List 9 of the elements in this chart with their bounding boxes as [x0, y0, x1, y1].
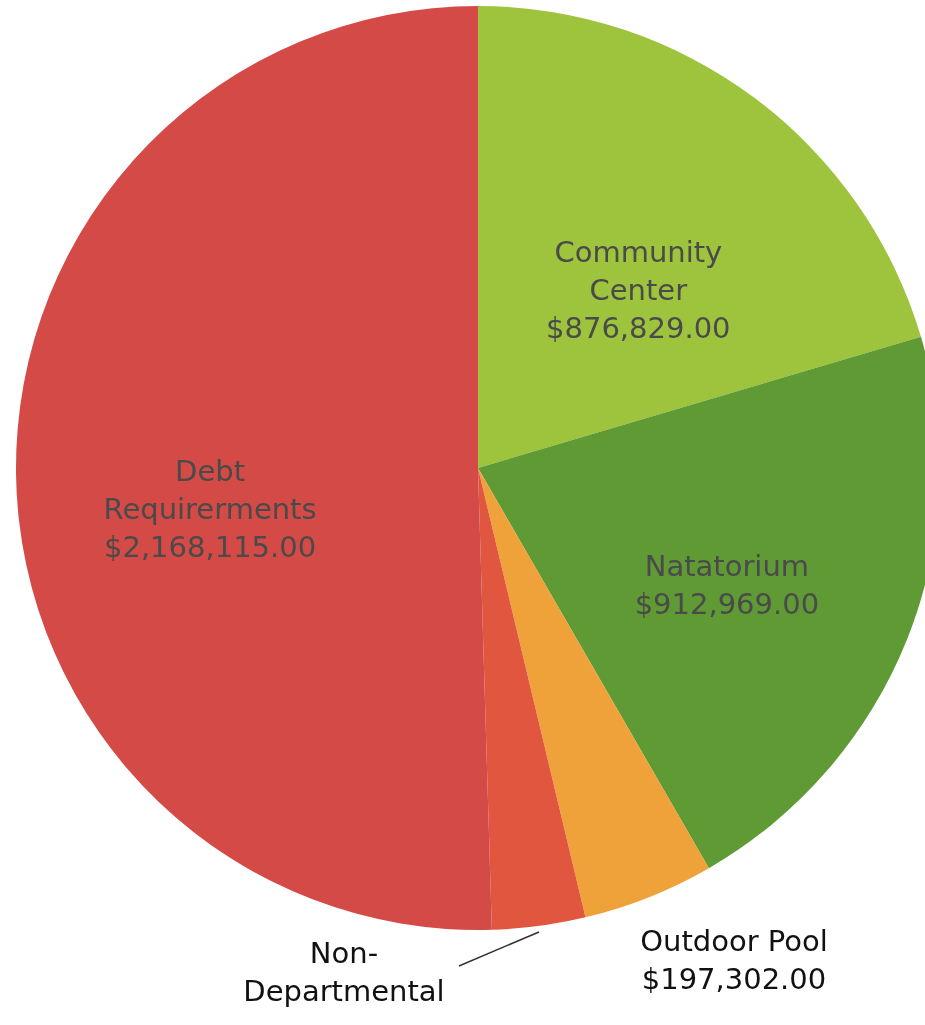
slice-label: Community Center	[554, 235, 723, 308]
slice-label: Natatorium	[644, 549, 810, 584]
data-label: $876,829.00	[546, 311, 731, 346]
data-label: $2,168,115.00	[103, 530, 317, 565]
slice-label: Non-Departmental	[243, 935, 445, 1008]
slice-label: Debt Requirerments	[103, 454, 317, 527]
slice-label: Outdoor Pool	[640, 924, 828, 959]
data-label: $912,969.00	[634, 587, 820, 622]
data-label: $197,302.00	[641, 962, 827, 997]
